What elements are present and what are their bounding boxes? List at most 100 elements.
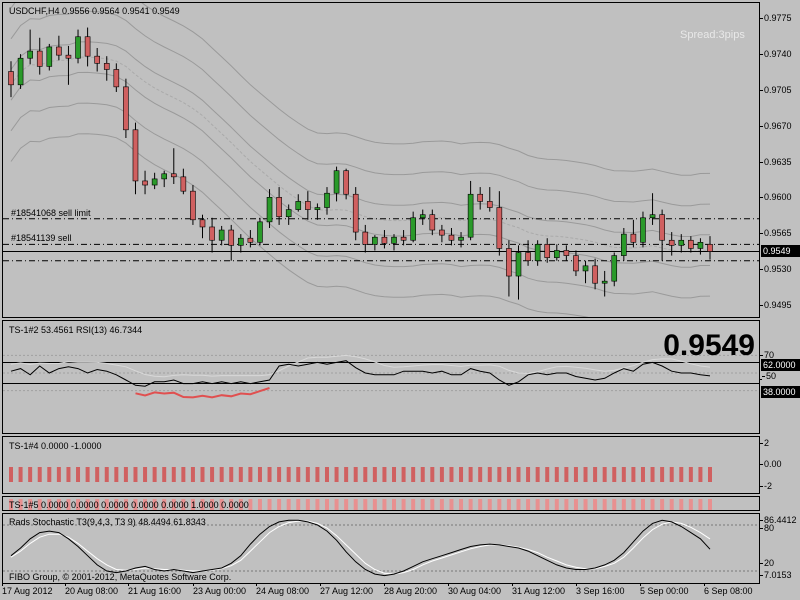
candle-body bbox=[209, 226, 215, 241]
ts5-bar bbox=[324, 499, 329, 510]
candle-body bbox=[123, 86, 129, 131]
candle-body bbox=[151, 178, 158, 186]
order-label-sell-limit[interactable]: #18541068 sell limit bbox=[11, 207, 91, 218]
ts4-bar bbox=[698, 467, 703, 482]
time-axis-label: 3 Sep 16:00 bbox=[576, 583, 625, 596]
ts4-bar bbox=[372, 467, 377, 482]
ts5-bar bbox=[602, 499, 607, 510]
ts4-bar bbox=[602, 467, 607, 482]
ts4-bar bbox=[210, 467, 215, 482]
stoch-main-line bbox=[10, 519, 711, 577]
candle-body bbox=[458, 236, 464, 241]
rsi-level-62-badge: 62.0000 bbox=[761, 359, 800, 371]
envelope-band-line bbox=[10, 71, 710, 268]
price-chart-canvas[interactable] bbox=[3, 3, 760, 318]
price-tick: 0.9565 bbox=[760, 228, 792, 239]
ts5-bar bbox=[219, 499, 224, 510]
candle-body bbox=[276, 197, 282, 218]
ts5-bar bbox=[554, 499, 559, 510]
price-chart-pane[interactable]: USDCHF,H4 0.9556 0.9564 0.9541 0.9549 Sp… bbox=[2, 2, 760, 318]
ts5-canvas[interactable] bbox=[3, 497, 760, 511]
ts5-bar bbox=[363, 499, 368, 510]
candle-body bbox=[218, 229, 225, 241]
envelope-band-line bbox=[10, 3, 711, 176]
ts5-bar bbox=[535, 499, 540, 510]
time-axis-label: 5 Sep 00:00 bbox=[640, 583, 689, 596]
order-label-sell[interactable]: #18541139 sell bbox=[11, 233, 72, 244]
rsi-signal-line bbox=[10, 354, 711, 378]
current-price-badge: 0.9549 bbox=[761, 244, 800, 257]
price-tick: 0.9670 bbox=[760, 120, 792, 131]
candle-body bbox=[228, 229, 235, 246]
ts5-bar bbox=[497, 499, 502, 510]
ts4-bar bbox=[344, 467, 349, 482]
stochastic-canvas[interactable] bbox=[3, 514, 760, 584]
ts5-bar bbox=[56, 499, 61, 510]
ts5-bar bbox=[143, 499, 148, 510]
ts4-bar bbox=[650, 467, 655, 482]
candle-body bbox=[75, 36, 81, 59]
ts5-bar bbox=[401, 499, 406, 510]
ts4-bar bbox=[133, 467, 138, 482]
ts4-bar bbox=[56, 467, 61, 482]
candle-body bbox=[238, 237, 244, 246]
ts5-bar bbox=[229, 499, 234, 510]
ts4-bar bbox=[28, 467, 33, 482]
ts5-bar bbox=[200, 499, 205, 510]
candle-body bbox=[477, 193, 483, 202]
ts4-bar bbox=[315, 467, 320, 482]
rsi-pane[interactable]: TS-1#2 53.4561 RSI(13) 46.7344 0.9549 bbox=[2, 320, 760, 434]
ts4-pane[interactable]: TS-1#4 0.0000 -1.0000 bbox=[2, 436, 760, 494]
ts4-bar bbox=[277, 467, 282, 482]
ts5-bar bbox=[85, 499, 90, 510]
candle-body bbox=[46, 46, 53, 67]
ts4-bar bbox=[640, 467, 645, 482]
ts4-bar bbox=[660, 467, 665, 482]
ts4-bar bbox=[229, 467, 234, 482]
ts4-bar bbox=[248, 467, 253, 482]
ts5-bar bbox=[171, 499, 176, 510]
ts5-bar bbox=[612, 499, 617, 510]
ts5-bar bbox=[650, 499, 655, 510]
rsi-level-38-badge: 38.0000 bbox=[761, 386, 800, 398]
rsi-tick-70: 70 bbox=[759, 350, 775, 360]
ts4-bar bbox=[573, 467, 578, 482]
candle-body bbox=[630, 233, 637, 243]
ts4-bar bbox=[85, 467, 90, 482]
ts4-bar bbox=[286, 467, 291, 482]
ts5-bar bbox=[18, 499, 23, 510]
ts4-bar bbox=[679, 467, 684, 482]
rsi-canvas[interactable] bbox=[3, 321, 760, 434]
ts4-canvas[interactable] bbox=[3, 437, 760, 494]
ts4-bar bbox=[506, 467, 511, 482]
ts4-bar bbox=[257, 467, 262, 482]
candle-body bbox=[324, 192, 330, 208]
candle-body bbox=[295, 201, 302, 210]
candle-body bbox=[429, 214, 436, 231]
ts5-bar bbox=[478, 499, 483, 510]
ts5-bar bbox=[286, 499, 291, 510]
stochastic-pane[interactable]: Rads Stochastic T3(9,4,3, T3 9) 48.4494 … bbox=[2, 513, 760, 584]
candle-body bbox=[343, 170, 349, 195]
rsi-title: TS-1#2 53.4561 RSI(13) 46.7344 bbox=[9, 325, 143, 335]
candle-body bbox=[419, 214, 426, 219]
candle-body bbox=[56, 46, 62, 56]
candle-body bbox=[285, 209, 292, 218]
big-price-label: 0.9549 bbox=[663, 329, 755, 362]
ts5-bar bbox=[487, 499, 492, 510]
price-tick: 0.9635 bbox=[760, 156, 792, 167]
candle-body bbox=[439, 229, 445, 236]
candle-body bbox=[132, 129, 139, 182]
ts4-bar bbox=[382, 467, 387, 482]
candle-body bbox=[640, 217, 646, 243]
ts4-bar bbox=[18, 467, 23, 482]
ts4-bar bbox=[478, 467, 483, 482]
price-tick: 0.9530 bbox=[760, 263, 792, 274]
ts5-pane[interactable]: TS-1#5 0.0000 0.0000 0.0000 0.0000 0.000… bbox=[2, 496, 760, 511]
ts4-bar bbox=[37, 467, 42, 482]
ts4-bar bbox=[104, 467, 109, 482]
price-scale[interactable]: 0.9775 0.9740 0.9705 0.9670 0.9635 0.9600 0.95… bbox=[760, 0, 800, 318]
ts4-bar bbox=[296, 467, 301, 482]
ts5-bar bbox=[334, 499, 339, 510]
